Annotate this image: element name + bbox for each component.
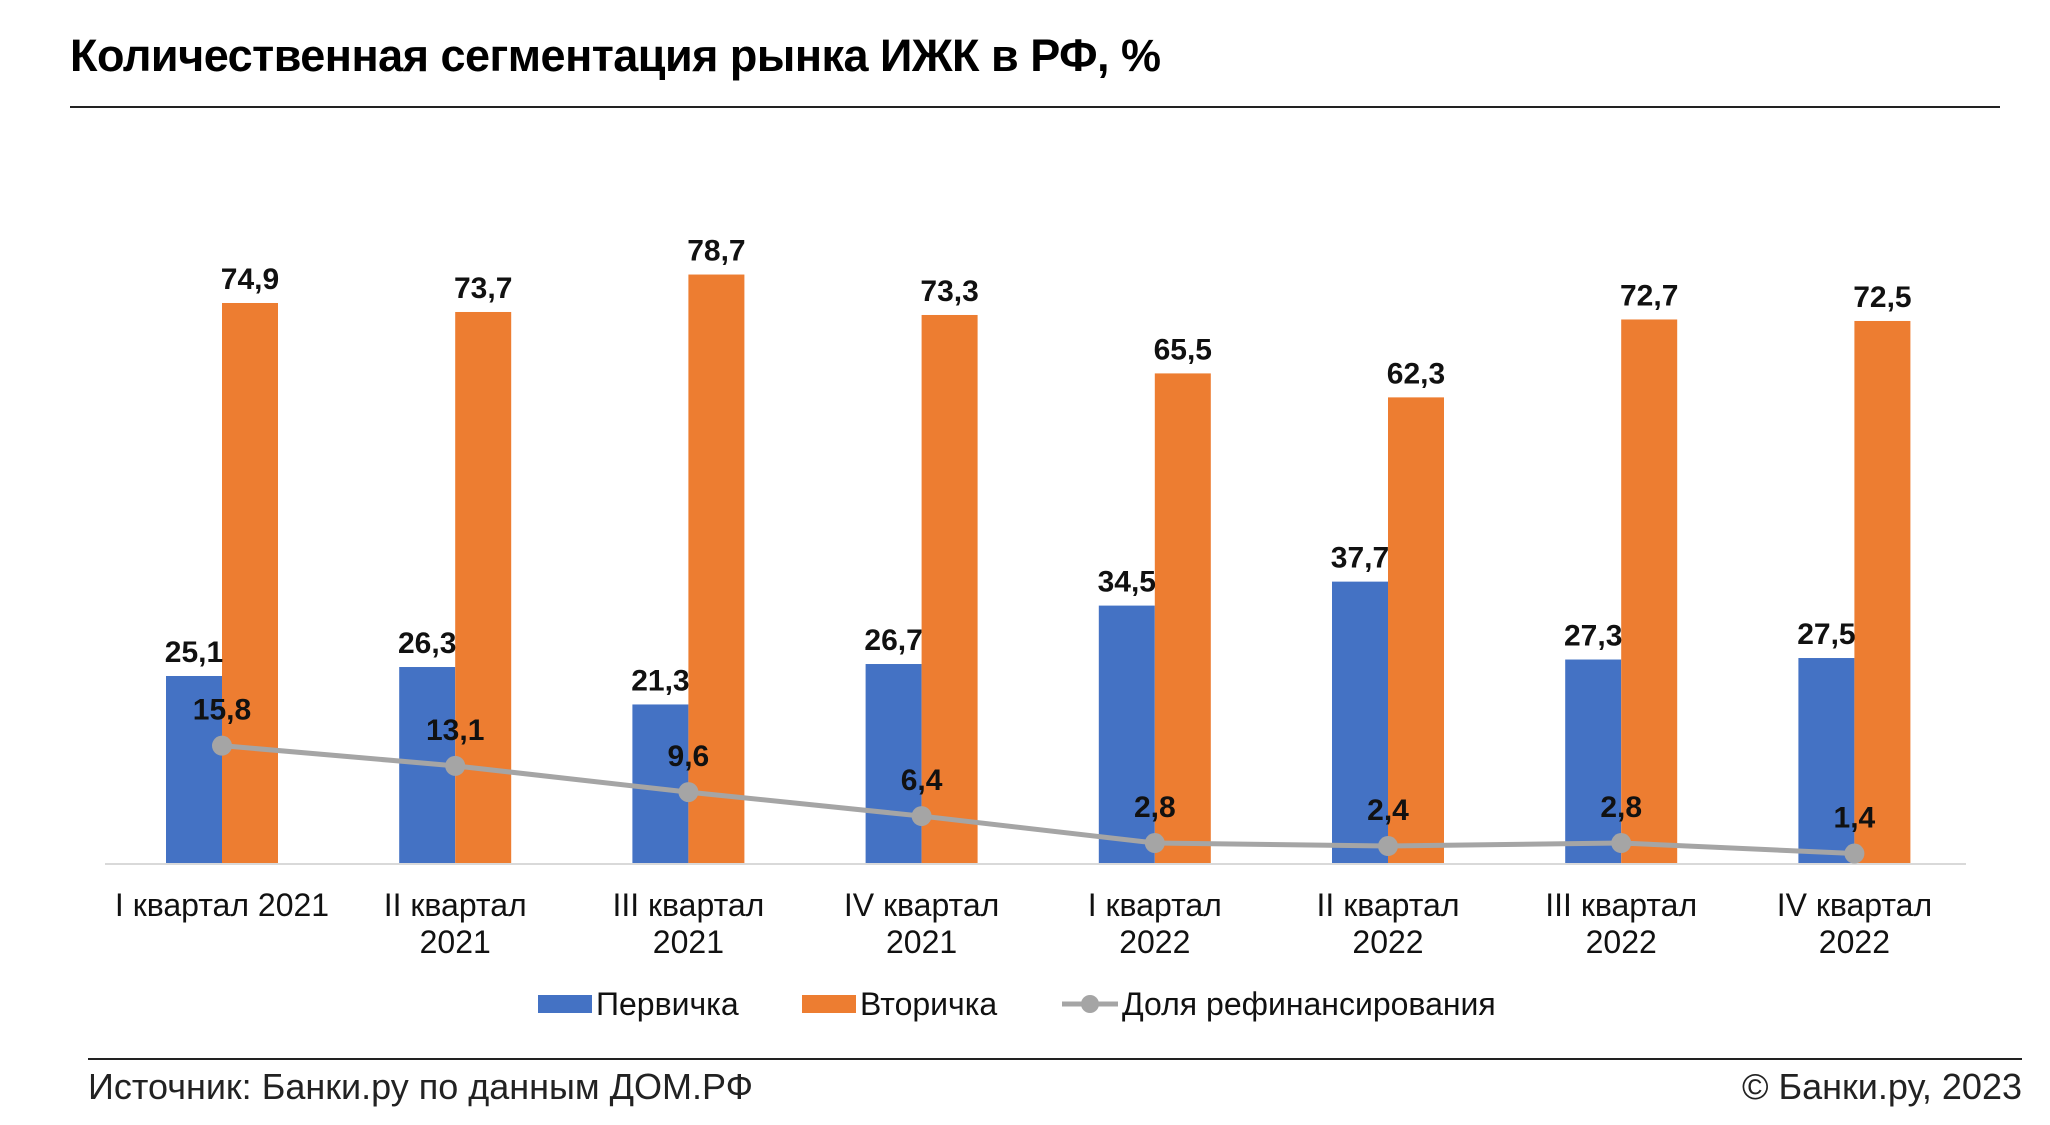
primary-value-label: 37,7: [1331, 542, 1389, 575]
primary-value-label: 21,3: [631, 664, 689, 697]
secondary-bar: [1621, 319, 1678, 864]
refinancing-point: [678, 782, 699, 803]
category-label: 2022: [1352, 924, 1423, 960]
refinancing-value-label: 2,4: [1367, 794, 1409, 827]
primary-value-label: 27,5: [1797, 618, 1855, 651]
primary-bar: [865, 664, 922, 864]
category-label: 2021: [886, 924, 957, 960]
category-label: 2022: [1586, 924, 1657, 960]
copyright-note: © Банки.ру, 2023: [1741, 1066, 2022, 1107]
legend-swatch-primary: [538, 995, 592, 1013]
secondary-value-label: 73,3: [920, 275, 978, 308]
primary-value-label: 25,1: [165, 636, 223, 669]
refinancing-value-label: 9,6: [668, 740, 710, 773]
chart-title: Количественная сегментация рынка ИЖК в Р…: [70, 30, 1161, 81]
category-label: 2022: [1119, 924, 1190, 960]
category-label: II квартал: [1317, 887, 1460, 923]
refinancing-value-label: 1,4: [1834, 802, 1876, 835]
primary-bar: [166, 676, 222, 864]
refinancing-point: [1144, 833, 1165, 854]
refinancing-value-label: 2,8: [1134, 791, 1176, 824]
refinancing-point: [212, 735, 232, 756]
secondary-bar: [1154, 373, 1211, 864]
legend-marker-refinancing: [1081, 995, 1099, 1013]
secondary-bar: [455, 311, 512, 864]
category-label: IV квартал: [844, 887, 999, 923]
primary-value-label: 27,3: [1564, 620, 1622, 653]
primary-value-label: 26,3: [398, 627, 456, 660]
legend-label-primary: Первичка: [596, 986, 739, 1022]
refinancing-point: [1844, 843, 1865, 864]
primary-bar: [1098, 605, 1155, 864]
legend-swatch-secondary: [802, 995, 856, 1013]
primary-bar: [632, 704, 689, 864]
primary-value-label: 26,7: [864, 624, 922, 657]
refinancing-point: [445, 755, 466, 776]
secondary-bar: [1854, 320, 1911, 865]
refinancing-line: [221, 743, 1855, 857]
chart-canvas: 25,1 74,9 15,8 26,3 73,7 13,1 21,3 78,7 9,6 26,7 7…: [105, 235, 1966, 1022]
source-note: Источник: Банки.ру по данным ДОМ.РФ: [88, 1066, 753, 1107]
category-label: 2021: [653, 924, 724, 960]
footer-divider: [88, 1058, 2022, 1060]
secondary-value-label: 73,7: [454, 272, 512, 305]
category-label: IV квартал: [1777, 887, 1932, 923]
primary-bar: [1798, 658, 1855, 864]
secondary-value-label: 65,5: [1154, 333, 1212, 366]
secondary-value-label: 74,9: [221, 263, 279, 296]
refinancing-value-label: 15,8: [193, 694, 251, 727]
secondary-bar: [222, 302, 278, 864]
refinancing-point: [1378, 836, 1398, 857]
legend-label-refinancing: Доля рефинансирования: [1122, 986, 1496, 1022]
secondary-value-label: 78,7: [687, 235, 745, 268]
category-label: I квартал 2021: [115, 887, 329, 923]
refinancing-point: [1611, 833, 1632, 854]
category-label: III квартал: [612, 887, 764, 923]
secondary-bar: [1388, 397, 1444, 864]
refinancing-value-label: 13,1: [426, 714, 484, 747]
secondary-bar: [921, 314, 978, 864]
secondary-value-label: 72,7: [1620, 279, 1678, 312]
category-label: III квартал: [1545, 887, 1697, 923]
category-label: 2022: [1819, 924, 1890, 960]
secondary-value-label: 62,3: [1387, 357, 1445, 390]
category-label: 2021: [420, 924, 491, 960]
title-divider: [70, 106, 2000, 108]
refinancing-point: [911, 806, 932, 827]
refinancing-value-label: 2,8: [1600, 791, 1642, 824]
primary-bar: [1332, 581, 1388, 864]
category-label: II квартал: [384, 887, 527, 923]
secondary-value-label: 72,5: [1853, 281, 1911, 314]
category-label: I квартал: [1088, 887, 1222, 923]
primary-bar: [1565, 659, 1622, 864]
secondary-bar: [688, 274, 745, 864]
legend-label-secondary: Вторичка: [860, 986, 997, 1022]
primary-value-label: 34,5: [1098, 566, 1156, 599]
refinancing-value-label: 6,4: [901, 764, 943, 797]
